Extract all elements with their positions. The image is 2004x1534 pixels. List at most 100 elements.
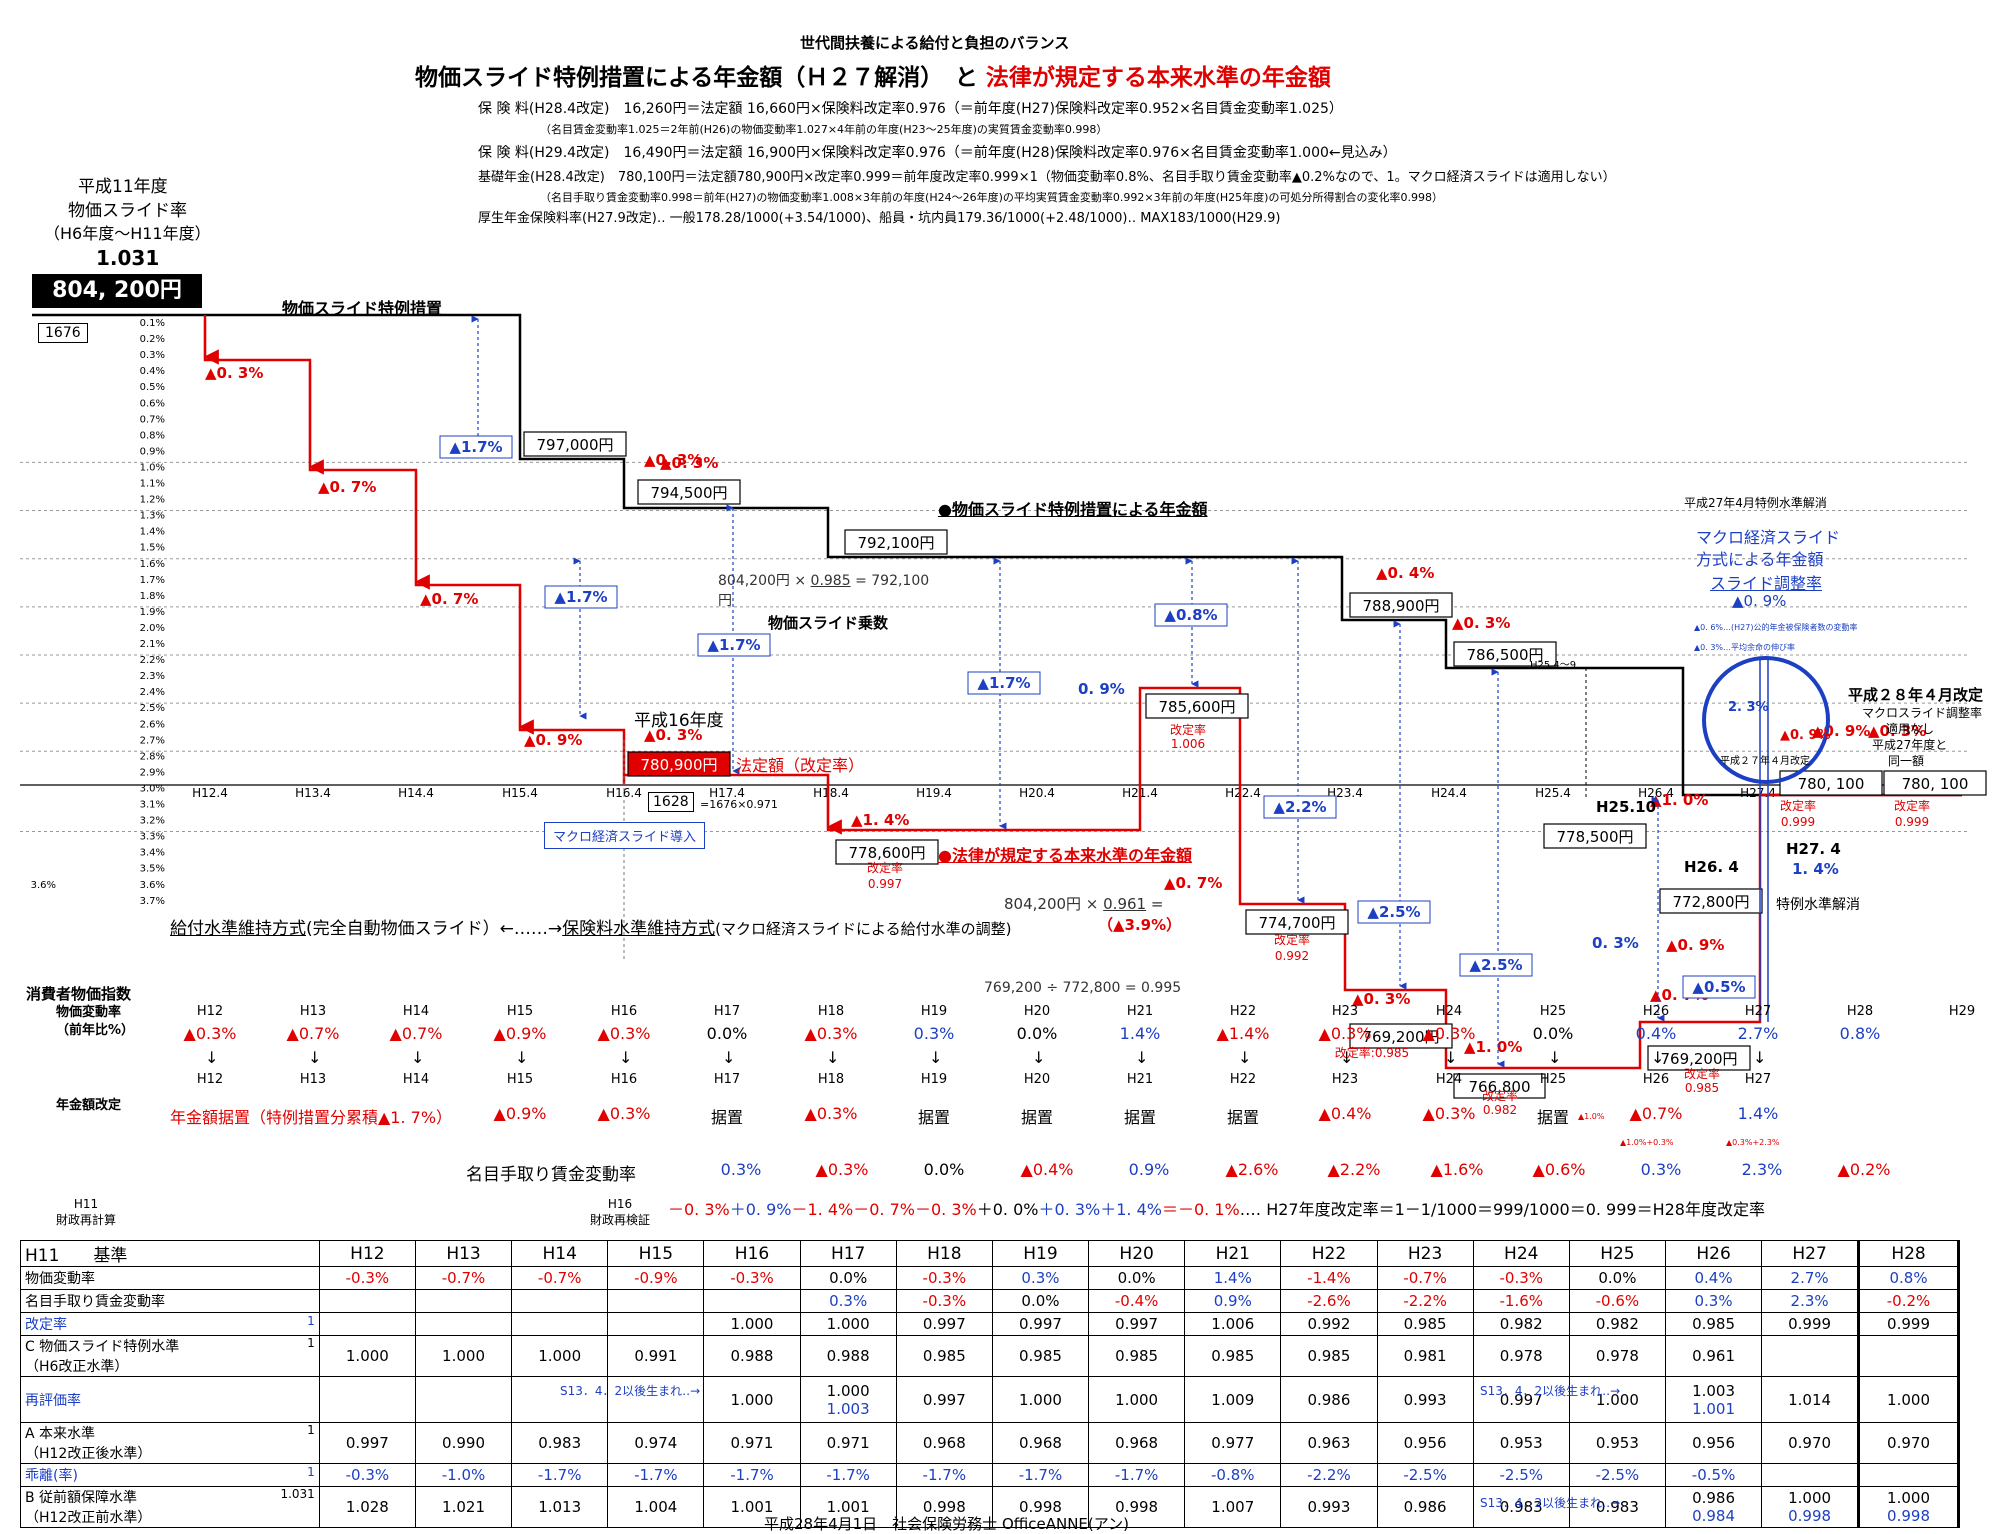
cpi-price-value: ▲0.3%	[804, 1024, 858, 1043]
table-cell	[318, 1376, 416, 1423]
h16-title: 平成16年度	[634, 711, 724, 731]
table-header-cell: H11 基準	[20, 1240, 320, 1267]
formula-0961-a: 804,200円 ×	[1004, 895, 1104, 913]
table-cell: 0.997	[318, 1422, 416, 1464]
y-tick-label: 3.6%	[140, 880, 165, 891]
gap-label: ▲1.7%	[977, 674, 1030, 692]
cpi-price-value: ▲0.3%	[1422, 1024, 1476, 1043]
table-label-line: （H6改正水準）	[25, 1359, 129, 1375]
table-header-cell: H22	[1280, 1240, 1378, 1267]
h11-amount: 804, 200円	[32, 274, 202, 308]
macro-note2: ▲0. 3%…平均余命の伸び率	[1694, 643, 1796, 652]
cpi-year: H21	[1126, 1072, 1154, 1087]
table-header-cell: H26	[1664, 1240, 1763, 1267]
table-header-cell: H28	[1857, 1240, 1960, 1267]
fiscal-part: －0. 7%	[853, 1200, 915, 1219]
red-decrease-label: ▲0. 9%	[1666, 936, 1724, 954]
amount-label: 780,900円	[640, 756, 717, 774]
table-header-cell: H21	[1184, 1240, 1282, 1267]
table-cell: 0.986	[1376, 1486, 1474, 1528]
red-decrease-label: ▲0. 3%	[644, 451, 702, 469]
down-arrow-icon: ↓	[929, 1048, 943, 1067]
y-tick-label: 2.9%	[140, 767, 165, 778]
footer: 平成28年4月1日 社会保険労務士 OfficeANNE(アン)	[764, 1515, 1130, 1533]
table-cell: 1.013	[511, 1486, 609, 1528]
table-row-label: 1.031 B 従前額保障水準 （H12改正前水準）	[20, 1486, 320, 1528]
table-cell: -2.5%	[1568, 1463, 1666, 1487]
table-cell: 1.000 1.003	[799, 1376, 897, 1423]
down-arrow-icon: ↓	[515, 1048, 529, 1067]
table-cell: 0.993	[1280, 1486, 1378, 1528]
amount-label: 794,500円	[650, 484, 727, 502]
cpi-price-value: 0.4%	[1635, 1024, 1677, 1043]
rate-label: 0.982	[1483, 1103, 1517, 1117]
x-tick-label: H24.4	[1431, 786, 1467, 800]
x-tick-label: H20.4	[1019, 786, 1055, 800]
h28-note3: 平成27年度と	[1872, 738, 1948, 752]
table-cell: 0.997	[895, 1376, 993, 1423]
table-cell: 0.978	[1568, 1335, 1666, 1377]
rate-label: 0.999	[1895, 815, 1929, 829]
table-cell: 0.970	[1761, 1422, 1860, 1464]
table-cell: 0.998	[991, 1486, 1090, 1528]
table-subvalue: 0.984	[1692, 1507, 1736, 1525]
y-tick-label: 0.1%	[140, 318, 165, 329]
table-cell: -2.5%	[1376, 1463, 1474, 1487]
down-arrow-icon: ↓	[308, 1048, 322, 1067]
formula-0961: 804,200円 × 0.961 =	[1004, 893, 1163, 914]
amount-label: 774,700円	[1258, 914, 1335, 932]
rate-label: 0.999	[1781, 815, 1815, 829]
table-subvalue: 1.003	[826, 1399, 870, 1418]
table-header-cell: H19	[991, 1240, 1090, 1267]
table-label-line: A 本来水準	[25, 1426, 96, 1442]
table-cell: 0.985	[895, 1335, 993, 1377]
table-cell: 0.985	[1088, 1335, 1186, 1377]
table-cell: 0.953	[1568, 1422, 1666, 1464]
down-arrow-icon: ↓	[411, 1048, 425, 1067]
h11-rate: 1.031	[96, 246, 160, 270]
table-row-wage: 名目手取り賃金変動率 0.3% -0.3% 0.0% -0.4% 0.9% -2.6% -2.…	[20, 1289, 1960, 1313]
table-row-label: 名目手取り賃金変動率	[20, 1289, 320, 1313]
cpi-year: H16	[610, 1004, 638, 1019]
amount-box	[1145, 693, 1249, 719]
table-row-label: 再評価率	[20, 1376, 320, 1423]
amount-box	[1245, 909, 1349, 935]
amount-box	[1349, 592, 1453, 618]
table-cell: -0.3%	[1472, 1266, 1570, 1290]
kicker: 世代間扶養による給付と負担のバランス	[800, 34, 1070, 52]
table-cell: 2.7%	[1761, 1266, 1860, 1290]
special-end-label: 特例水準解消	[1776, 897, 1860, 913]
gap-box	[1682, 975, 1756, 999]
table-cell: 0.971	[799, 1422, 897, 1464]
table-cell: -1.7%	[991, 1463, 1090, 1487]
y-tick-label: 0.7%	[140, 414, 165, 425]
fiscal-tail: ‥‥ H27年度改定率＝1－1/1000＝999/1000＝0. 999＝H28…	[1239, 1200, 1765, 1219]
table-label-line: （H12改正後水準）	[25, 1446, 152, 1462]
cpi-year: H26	[1642, 1004, 1670, 1019]
table-cell: -1.7%	[895, 1463, 993, 1487]
y-tick-label: 1.8%	[140, 591, 165, 602]
y-tick-label: 1.9%	[140, 607, 165, 618]
table-cell: 0.961	[1664, 1335, 1763, 1377]
index-1628: 1628	[648, 792, 694, 812]
y-tick-label: 1.7%	[140, 575, 165, 586]
small-h26: ▲1.0%+0.3%	[1620, 1138, 1674, 1147]
table-cell: -1.7%	[799, 1463, 897, 1487]
table-cell: 0.986	[1280, 1376, 1378, 1423]
formula-0961-b: 0.961	[1103, 895, 1147, 913]
h16-fiscal-b: 財政再検証	[590, 1213, 651, 1227]
table-cell: 0.988	[703, 1335, 801, 1377]
cpi-year: H13	[299, 1072, 327, 1087]
table-cell: -0.7%	[511, 1266, 609, 1290]
legend-black: ●物価スライド特例措置による年金額	[938, 500, 1208, 519]
table-cell: 0.997	[1088, 1312, 1186, 1336]
cpi-wage-value: ▲0.3%	[815, 1160, 869, 1179]
y-tick-label: 1.1%	[140, 479, 165, 490]
table-cell: 0.9%	[1184, 1289, 1282, 1313]
h16-fiscal-a: H16	[607, 1197, 633, 1211]
cpi-wage-value: ▲1.6%	[1430, 1160, 1484, 1179]
formula-0985: 804,200円 × 0.985 = 792,100 円	[718, 570, 929, 610]
table-cell: -1.4%	[1280, 1266, 1378, 1290]
cpi-revision-value: ▲0.3%	[804, 1104, 858, 1123]
down-arrow-icon: ↓	[1753, 1048, 1767, 1067]
